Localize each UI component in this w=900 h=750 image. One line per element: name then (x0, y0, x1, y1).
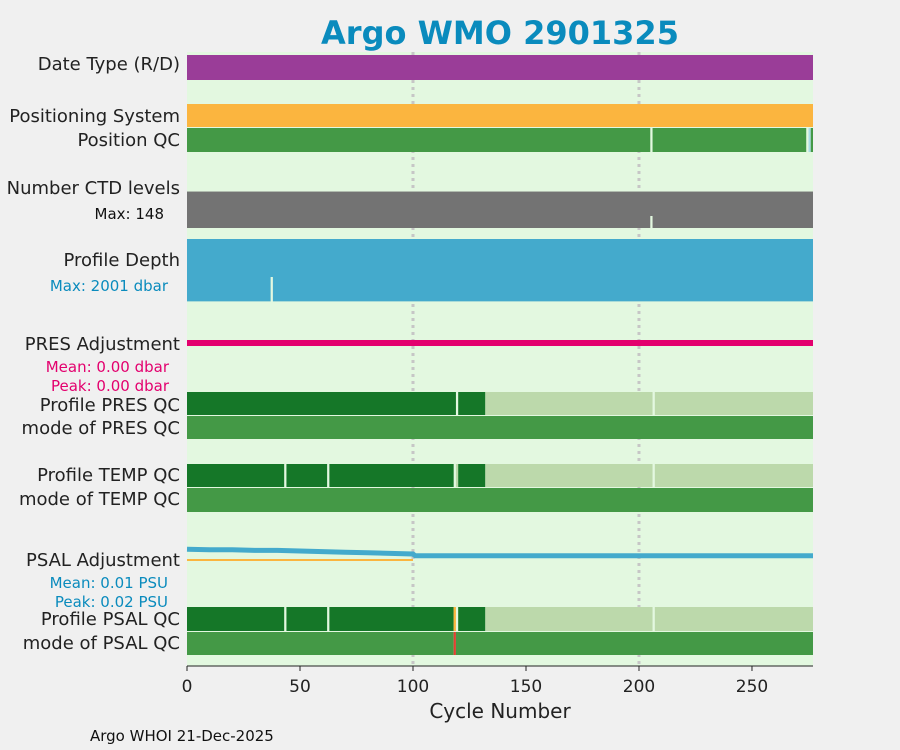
x-tick-label-50: 50 (289, 677, 311, 697)
gridlines (411, 52, 641, 666)
stat-psal-peak: Peak: 0.02 PSU (55, 593, 168, 611)
mode-pres-qc-track-segment-0 (187, 416, 813, 439)
mode-temp-qc-track (187, 488, 813, 512)
mode-temp-qc-track-segment-0 (187, 488, 813, 512)
positioning-system-track-segment-0 (187, 104, 813, 127)
profile-psal-qc-track-segment-3 (453, 607, 456, 631)
position-qc-track-segment-0 (187, 128, 651, 152)
label-date-type: Date Type (R/D) (38, 54, 180, 75)
profile-depth-gap-0 (270, 277, 273, 303)
position-qc-track-segment-1 (652, 128, 807, 152)
psal-adjustment-plot (186, 546, 813, 561)
label-profile-pres-qc: Profile PRES QC (40, 395, 180, 416)
stat-depth-max: Max: 2001 dbar (50, 277, 169, 295)
profile-pres-qc-track-segment-3 (654, 392, 813, 415)
profile-temp-qc-track-segment-1 (286, 464, 328, 487)
profile-depth-bar (187, 239, 813, 302)
positioning-system-track (187, 104, 813, 127)
label-position-qc: Position QC (77, 130, 180, 151)
x-tick-label-150: 150 (510, 677, 542, 697)
plot-background (187, 52, 813, 666)
chart-title: Argo WMO 2901325 (321, 14, 679, 52)
label-psal-adjustment: PSAL Adjustment (26, 550, 180, 571)
status-tracks (187, 55, 813, 655)
date-type-track-segment-0 (187, 55, 813, 80)
profile-psal-qc-track-segment-0 (187, 607, 285, 631)
label-mode-pres-qc: mode of PRES QC (22, 418, 180, 439)
profile-temp-qc-track-segment-3 (455, 464, 459, 487)
mode-psal-qc-track-segment-0 (187, 632, 454, 655)
x-tick-label-100: 100 (397, 677, 429, 697)
label-profile-psal-qc: Profile PSAL QC (41, 609, 180, 630)
label-positioning-system: Positioning System (9, 106, 180, 127)
label-pres-adjustment: PRES Adjustment (25, 334, 180, 355)
position-qc-track (187, 128, 813, 152)
profile-temp-qc-track-segment-4 (458, 464, 486, 487)
x-axis: 0 50 100 150 200 250 (182, 665, 813, 697)
mode-psal-qc-track-segment-1 (453, 632, 456, 655)
footer-credit: Argo WHOI 21-Dec-2025 (90, 727, 274, 745)
x-axis-label: Cycle Number (429, 699, 571, 723)
profile-pres-qc-track-segment-0 (187, 392, 456, 415)
x-tick-label-200: 200 (623, 677, 655, 697)
label-profile-depth: Profile Depth (63, 250, 180, 271)
ctd-levels-gap-0 (650, 216, 653, 228)
ctd-levels-bar (187, 191, 813, 228)
profile-pres-qc-track (187, 392, 813, 415)
label-ctd-levels: Number CTD levels (7, 178, 180, 199)
label-mode-psal-qc: mode of PSAL QC (23, 633, 180, 654)
stat-pres-mean: Mean: 0.00 dbar (46, 358, 170, 376)
mode-psal-qc-track (187, 632, 813, 655)
date-type-track (187, 55, 813, 80)
position-qc-track-segment-2 (808, 128, 811, 152)
mode-pres-qc-track (187, 416, 813, 439)
profile-psal-qc-track-segment-5 (485, 607, 653, 631)
profile-depth-track (187, 239, 813, 303)
psal-adjustment-series (186, 546, 813, 559)
profile-psal-qc-track (187, 607, 813, 631)
label-mode-temp-qc: mode of TEMP QC (19, 489, 180, 510)
position-qc-track-segment-3 (810, 128, 813, 152)
profile-temp-qc-track-segment-5 (485, 464, 653, 487)
profile-psal-qc-track-segment-4 (458, 607, 486, 631)
profile-psal-qc-track-segment-2 (329, 607, 454, 631)
x-tick-label-250: 250 (736, 677, 768, 697)
stat-psal-mean: Mean: 0.01 PSU (50, 574, 168, 592)
label-profile-temp-qc: Profile TEMP QC (37, 465, 180, 486)
profile-psal-qc-track-segment-1 (286, 607, 328, 631)
profile-temp-qc-track (187, 464, 813, 487)
profile-psal-qc-track-segment-6 (654, 607, 813, 631)
stat-ctd-max: Max: 148 (95, 205, 164, 223)
ctd-levels-track (187, 191, 813, 228)
profile-temp-qc-track-segment-6 (654, 464, 813, 487)
stat-pres-peak: Peak: 0.00 dbar (51, 377, 170, 395)
x-tick-label-0: 0 (182, 677, 193, 697)
profile-temp-qc-track-segment-2 (329, 464, 454, 487)
profile-pres-qc-track-segment-1 (458, 392, 486, 415)
profile-temp-qc-track-segment-0 (187, 464, 285, 487)
profile-pres-qc-track-segment-2 (485, 392, 653, 415)
mode-psal-qc-track-segment-2 (455, 632, 813, 655)
